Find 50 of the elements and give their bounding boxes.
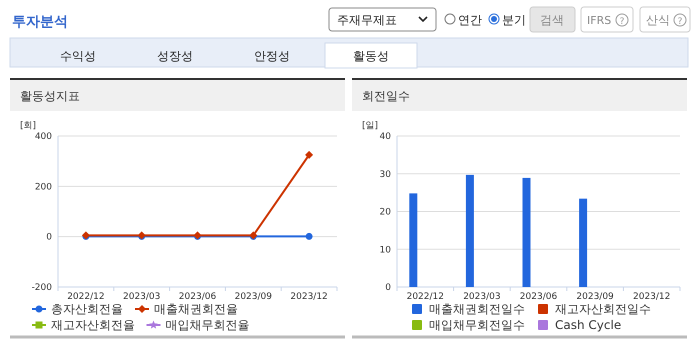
x-tick-label: 2023/09 [576,292,614,302]
text: 활동성 [353,49,389,63]
text: 주재무제표 [337,13,397,27]
legend-label: 매입채무회전일수 [429,318,525,332]
text: 안정성 [254,49,290,63]
x-tick-label: 2023/09 [234,292,272,302]
y-tick-label: 0 [385,283,392,293]
bar [466,174,474,287]
chart-title: 회전일수 [362,89,410,103]
legend-label: 재고자산회전일수 [555,302,651,316]
bar [409,193,418,287]
legend-label: 재고자산회전율 [51,318,135,332]
y-tick-label: -200 [32,283,52,293]
point [305,150,314,159]
y-tick-label: 30 [380,170,392,180]
x-tick-label: 2023/06 [178,292,216,302]
text: 성장성 [157,49,193,63]
text: 투자분석 [12,14,68,30]
text: IFRS [587,14,612,27]
legend-label: 매출채권회전일수 [429,302,525,316]
x-tick-label: 2022/12 [406,292,444,302]
text: 검색 [540,13,564,27]
y-tick-label: 200 [34,182,52,192]
y-tick-label: 10 [380,245,392,256]
y-tick-label: 400 [34,132,52,142]
point [306,232,313,240]
bar [579,198,588,287]
x-tick-label: 2023/06 [520,292,558,302]
x-tick-label: 2023/12 [633,292,670,302]
chart-title: 활동성지표 [20,89,80,103]
legend-label: 매입채무회전율 [166,318,250,332]
x-tick-label: 2023/12 [290,292,328,302]
text: ? [620,17,625,27]
y-axis-title: [회] [20,121,36,131]
text: ? [678,17,683,27]
y-tick-label: 20 [380,208,392,218]
legend-label: Cash Cycle [555,318,622,332]
text: 산식 [646,13,670,27]
x-tick-label: 2022/12 [67,292,105,302]
bar [522,178,530,287]
y-axis-title: [일] [362,121,378,131]
y-tick-label: 40 [380,132,392,142]
legend-label: 매출채권회전율 [154,302,238,316]
x-tick-label: 2023/03 [123,292,160,302]
x-tick-label: 2023/03 [463,292,501,302]
text: 분기 [502,13,526,27]
text: 수익성 [60,49,96,63]
legend-label: 총자산회전율 [51,302,123,316]
text: 연간 [458,13,482,27]
y-tick-label: 0 [46,232,52,243]
